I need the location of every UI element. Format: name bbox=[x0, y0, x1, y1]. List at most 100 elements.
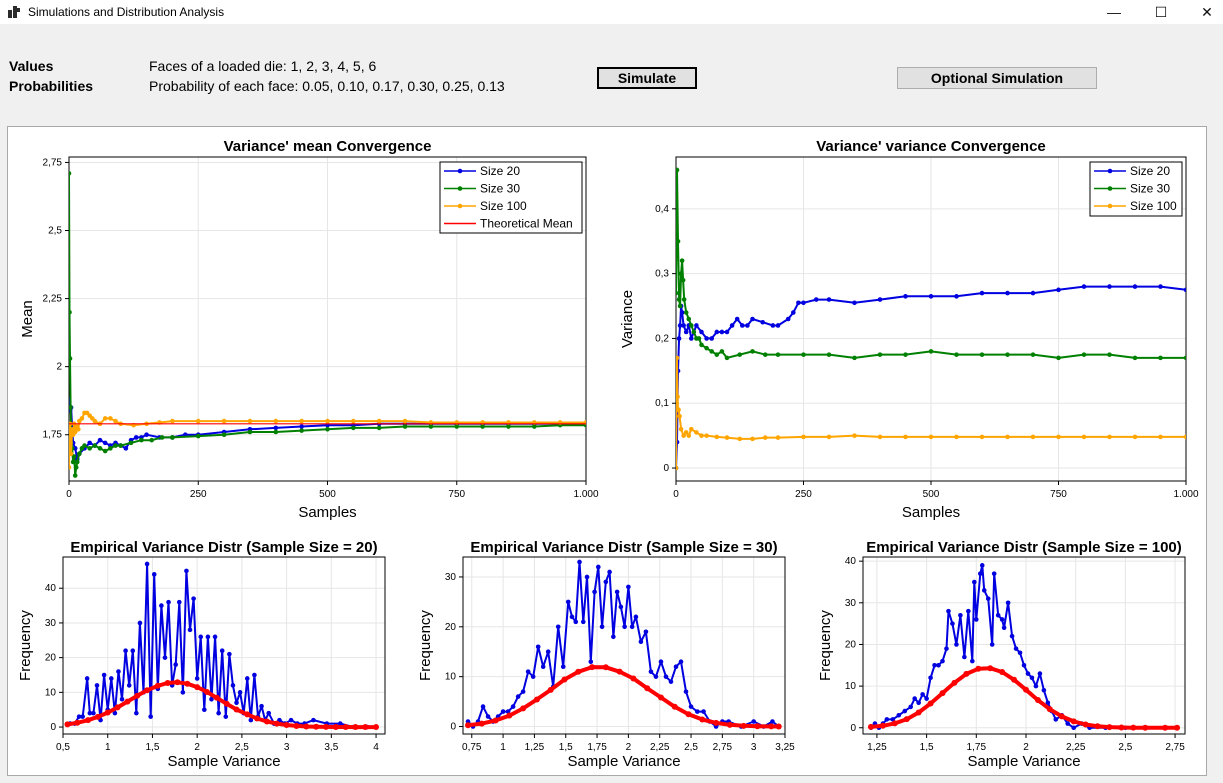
data-point bbox=[686, 316, 692, 322]
data-point bbox=[991, 571, 997, 576]
data-point bbox=[740, 722, 747, 729]
data-point bbox=[299, 418, 304, 424]
data-point bbox=[76, 426, 81, 432]
data-point bbox=[376, 418, 382, 424]
data-point bbox=[714, 329, 720, 335]
data-point bbox=[657, 694, 664, 701]
optional-simulation-button[interactable]: Optional Simulation bbox=[897, 67, 1097, 89]
data-point bbox=[877, 297, 883, 302]
data-point bbox=[69, 465, 72, 470]
data-point bbox=[999, 617, 1005, 622]
data-point bbox=[273, 720, 280, 727]
data-point bbox=[515, 694, 521, 699]
data-point bbox=[112, 710, 118, 716]
data-point bbox=[1011, 676, 1018, 683]
legend-label: Theoretical Mean bbox=[480, 217, 573, 231]
plot-area bbox=[676, 167, 1186, 471]
data-point bbox=[928, 434, 934, 440]
data-point bbox=[69, 405, 73, 410]
data-point bbox=[740, 323, 745, 328]
data-point bbox=[1071, 725, 1076, 731]
data-point bbox=[64, 721, 71, 728]
data-point bbox=[212, 634, 218, 640]
data-point bbox=[676, 290, 679, 296]
data-point bbox=[227, 651, 232, 657]
data-point bbox=[565, 599, 571, 605]
data-point bbox=[337, 721, 343, 726]
data-point bbox=[162, 655, 168, 660]
data-point bbox=[87, 710, 93, 716]
data-point bbox=[191, 596, 196, 601]
data-point bbox=[351, 425, 356, 431]
data-point bbox=[638, 639, 644, 645]
charts-panel: Variance' mean Convergence 0 250 500 750 1.00… bbox=[7, 126, 1207, 776]
legend-marker bbox=[457, 203, 463, 209]
data-point bbox=[480, 704, 486, 709]
data-point bbox=[791, 310, 796, 315]
data-point bbox=[478, 720, 485, 727]
data-point bbox=[903, 294, 908, 299]
simulate-button[interactable]: Simulate bbox=[597, 67, 697, 89]
data-point bbox=[775, 323, 781, 328]
data-point bbox=[313, 723, 320, 730]
x-tick-label: 2,5 bbox=[1118, 742, 1132, 753]
legend: Size 20 Size 30 Size 100 bbox=[1089, 161, 1183, 217]
legend-marker bbox=[1107, 203, 1113, 209]
data-point bbox=[244, 676, 250, 681]
data-point bbox=[76, 714, 82, 719]
data-point bbox=[1065, 721, 1071, 726]
data-point bbox=[219, 648, 225, 654]
data-point bbox=[972, 579, 977, 585]
data-point bbox=[102, 440, 108, 446]
data-point bbox=[1056, 287, 1061, 293]
x-tick-label: 2 bbox=[194, 742, 200, 753]
data-point bbox=[916, 700, 921, 706]
chart-5: Empirical Variance Distr (Sample Size = … bbox=[817, 539, 1186, 770]
data-point bbox=[750, 316, 755, 322]
data-point bbox=[801, 434, 806, 440]
data-point bbox=[924, 696, 929, 701]
x-tick-label: 500 bbox=[923, 489, 940, 500]
data-point bbox=[940, 658, 945, 664]
x-tick-label: 1 bbox=[105, 742, 111, 753]
data-point bbox=[683, 329, 689, 335]
y-tick-label: 30 bbox=[445, 572, 457, 583]
charts-canvas: Variance' mean Convergence 0 250 500 750 1.00… bbox=[17, 138, 1199, 770]
data-point bbox=[699, 716, 706, 723]
data-point bbox=[1132, 284, 1138, 289]
data-point bbox=[376, 425, 382, 431]
data-point bbox=[560, 664, 566, 669]
minimize-button[interactable]: — bbox=[1107, 4, 1121, 20]
data-point bbox=[85, 717, 92, 724]
data-point bbox=[629, 624, 635, 630]
data-point bbox=[97, 446, 103, 451]
data-point bbox=[630, 675, 637, 682]
data-point bbox=[973, 617, 979, 622]
x-tick-label: 500 bbox=[319, 489, 336, 500]
data-point bbox=[709, 336, 714, 341]
x-tick-label: 0 bbox=[673, 489, 679, 500]
data-point bbox=[79, 416, 85, 421]
x-tick-label: 3,5 bbox=[324, 742, 338, 753]
x-tick-label: 2 bbox=[1023, 742, 1029, 753]
data-point bbox=[148, 714, 153, 719]
data-point bbox=[1107, 284, 1112, 289]
data-point bbox=[877, 352, 883, 357]
data-point bbox=[561, 676, 568, 683]
data-point bbox=[775, 723, 782, 730]
probabilities-text: Probability of each face: 0.05, 0.10, 0.… bbox=[149, 78, 505, 94]
close-button[interactable]: ✕ bbox=[1201, 3, 1213, 20]
data-point bbox=[535, 644, 541, 650]
x-tick-label: 1.000 bbox=[573, 489, 598, 500]
data-point bbox=[74, 459, 80, 465]
x-tick-label: 1,5 bbox=[145, 742, 159, 753]
data-point bbox=[826, 352, 832, 357]
y-tick-label: 0,4 bbox=[655, 204, 669, 215]
data-point bbox=[616, 668, 623, 675]
data-point bbox=[903, 352, 908, 357]
data-point bbox=[999, 668, 1006, 675]
series-line-theoretical bbox=[870, 666, 1177, 730]
data-point bbox=[734, 316, 740, 322]
data-point bbox=[506, 424, 511, 429]
maximize-button[interactable]: ☐ bbox=[1154, 3, 1168, 20]
